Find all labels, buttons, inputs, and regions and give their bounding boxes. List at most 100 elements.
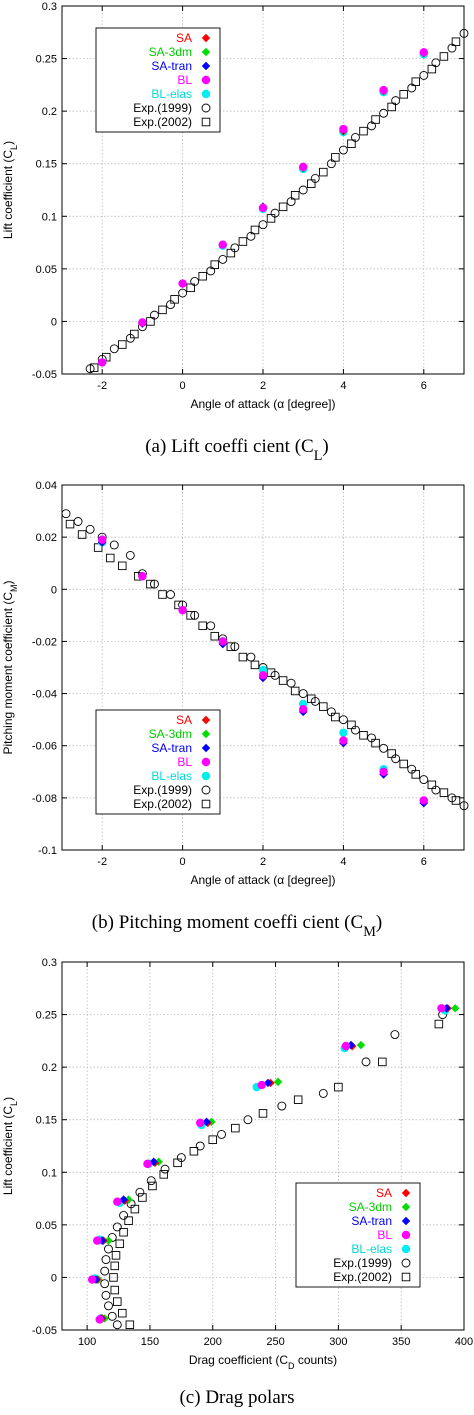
data-point	[334, 1082, 343, 1092]
x-tick-label: -2	[97, 380, 107, 392]
data-point	[266, 214, 276, 223]
legend-marker	[401, 1202, 411, 1212]
legend-label: SA-3dm	[149, 727, 192, 741]
x-axis-label-text: Angle of attack (α [degree])	[190, 397, 335, 411]
data-point	[399, 90, 408, 99]
data-point	[278, 676, 288, 685]
y-tick-label: 0.25	[36, 54, 57, 66]
legend-label: Exp.(1999)	[133, 783, 192, 797]
data-point	[387, 102, 396, 112]
caption-text: (c) Drag polars	[179, 1387, 294, 1408]
data-point	[379, 743, 389, 753]
y-tick-label: 0.25	[36, 1010, 57, 1022]
series-exp-2002-	[109, 1019, 444, 1329]
y-axis-label-subscript: L	[9, 1101, 19, 1106]
x-axis-label-subscript: D	[288, 1361, 295, 1371]
y-tick-label: -0.04	[32, 689, 57, 701]
legend-label: SA	[176, 31, 192, 45]
caption-end: )	[376, 912, 382, 933]
data-point	[277, 1101, 287, 1111]
data-point	[250, 225, 260, 235]
legend-marker	[201, 33, 211, 43]
legend-label: SA-3dm	[349, 1200, 392, 1214]
data-point	[101, 1290, 111, 1300]
data-point	[238, 652, 248, 662]
data-point	[387, 749, 396, 758]
data-point	[338, 145, 348, 155]
data-point	[439, 788, 449, 797]
data-point	[186, 611, 195, 620]
data-point	[217, 1129, 226, 1139]
data-point	[112, 1320, 122, 1330]
data-point	[356, 1040, 366, 1050]
data-point	[173, 1158, 182, 1168]
data-point	[148, 1181, 157, 1191]
legend-label: SA-tran	[151, 59, 192, 73]
series-bl	[87, 1004, 446, 1324]
data-point	[105, 553, 115, 563]
x-tick-label: 100	[78, 1336, 96, 1348]
data-point	[218, 254, 228, 264]
data-point	[118, 561, 127, 571]
data-point	[135, 1187, 145, 1197]
data-point	[89, 363, 99, 372]
x-tick-label: 2	[260, 856, 266, 868]
x-tick-label: 4	[340, 380, 346, 392]
data-point	[195, 1141, 205, 1151]
data-point	[100, 1279, 110, 1289]
data-point	[125, 1320, 135, 1329]
legend-marker	[401, 1272, 411, 1282]
y-tick-label: 0	[51, 316, 57, 328]
legend-label: BL	[177, 755, 192, 769]
legend-label: SA-tran	[351, 1214, 392, 1228]
data-point	[359, 731, 368, 740]
data-point	[160, 1164, 170, 1174]
legend-label: BL-elas	[151, 769, 192, 783]
y-axis-label-subscript: L	[9, 145, 19, 150]
x-tick-label: 350	[392, 1336, 410, 1348]
data-point	[299, 162, 308, 172]
data-point	[119, 1210, 129, 1220]
y-tick-label: -0.06	[32, 741, 57, 753]
data-point	[399, 759, 408, 769]
data-point	[278, 202, 288, 212]
data-point	[166, 590, 175, 599]
data-point	[109, 1273, 118, 1282]
data-point	[341, 1041, 351, 1051]
legend-box	[95, 709, 221, 815]
legend-label: SA	[176, 713, 192, 727]
data-point	[65, 519, 75, 529]
y-axis-label-end: )	[1, 1097, 15, 1101]
legend-label: Exp.(1999)	[333, 1256, 392, 1270]
data-point	[130, 1204, 140, 1214]
x-tick-label: 400	[455, 1336, 473, 1348]
data-point	[419, 70, 429, 80]
legend-marker	[401, 1230, 411, 1240]
legend-marker	[201, 61, 211, 71]
legend-label: Exp.(1999)	[133, 101, 192, 115]
data-point	[101, 1255, 111, 1265]
data-point	[451, 1004, 460, 1013]
y-axis-label-end: )	[1, 141, 15, 145]
data-point	[210, 631, 220, 641]
data-point	[170, 295, 179, 304]
legend-marker	[201, 103, 211, 113]
data-point	[174, 600, 183, 610]
data-point	[61, 509, 71, 519]
data-point	[258, 220, 268, 230]
legend-label: Exp.(2002)	[133, 115, 192, 129]
data-point	[318, 1088, 328, 1098]
data-point	[146, 1176, 156, 1186]
data-point	[379, 85, 388, 95]
data-point	[118, 1308, 127, 1318]
data-point	[186, 283, 195, 293]
data-point	[113, 1197, 122, 1206]
data-point	[331, 153, 340, 162]
legend-marker	[201, 771, 211, 781]
data-point	[286, 678, 296, 688]
data-point	[138, 318, 147, 327]
data-point	[226, 248, 236, 258]
data-point	[371, 115, 380, 124]
y-axis-label-text: Lift coefficient (C	[1, 150, 15, 239]
y-tick-label: 0	[51, 584, 57, 596]
